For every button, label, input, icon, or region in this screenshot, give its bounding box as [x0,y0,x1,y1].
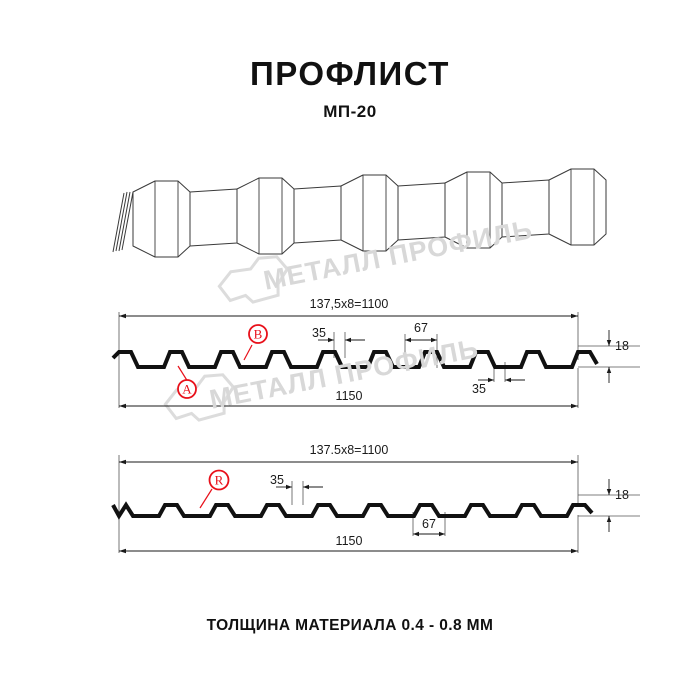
page-subtitle: МП-20 [323,102,377,121]
dimension-height-18-top [578,330,640,383]
dim-valley-67-bottom: 67 [422,517,436,531]
dim-total-width-bottom: 1150 [335,534,363,548]
callout-r-label: R [214,472,224,488]
profile-polyline-bottom [111,501,594,520]
dimension-height-18-bottom [578,479,640,532]
dim-total-width-top: 1150 [335,389,363,403]
dim-height-18-bottom: 18 [615,488,629,502]
dim-rib-35-bottom: 35 [270,473,284,487]
callout-a-label: A [182,381,192,397]
dimension-line-total-width-bottom [119,548,578,554]
dim-valley-67-top: 67 [414,321,428,335]
profile-polyline-top [111,350,599,369]
dim-rib-top-35-upper: 35 [312,326,326,340]
dim-height-18-top: 18 [615,339,629,353]
dimension-line-working-width-top [119,313,578,319]
dimension-line-total-width-top [119,403,578,409]
sheet-edge-thickness [112,191,134,253]
dimension-rib-35-bottom [276,481,323,505]
rib-crease-lines [154,169,595,257]
page-title: ПРОФЛИСТ [250,55,450,92]
callout-a [177,365,197,399]
isometric-profile-view [112,168,607,258]
watermark-logo-1 [217,255,290,304]
callout-b [243,324,268,361]
dim-working-width-top: 137,5x8=1100 [309,297,389,311]
cross-section-r [111,455,640,554]
dimension-line-working-width-bottom [119,459,578,465]
dim-working-width-bottom: 137.5x8=1100 [309,443,389,457]
cross-section-a-b [111,312,640,409]
dim-rib-35-lower: 35 [472,382,486,396]
callout-r [199,469,230,509]
callout-b-label: B [253,326,263,342]
footer-note: ТОЛЩИНА МАТЕРИАЛА 0.4 - 0.8 ММ [206,617,494,634]
